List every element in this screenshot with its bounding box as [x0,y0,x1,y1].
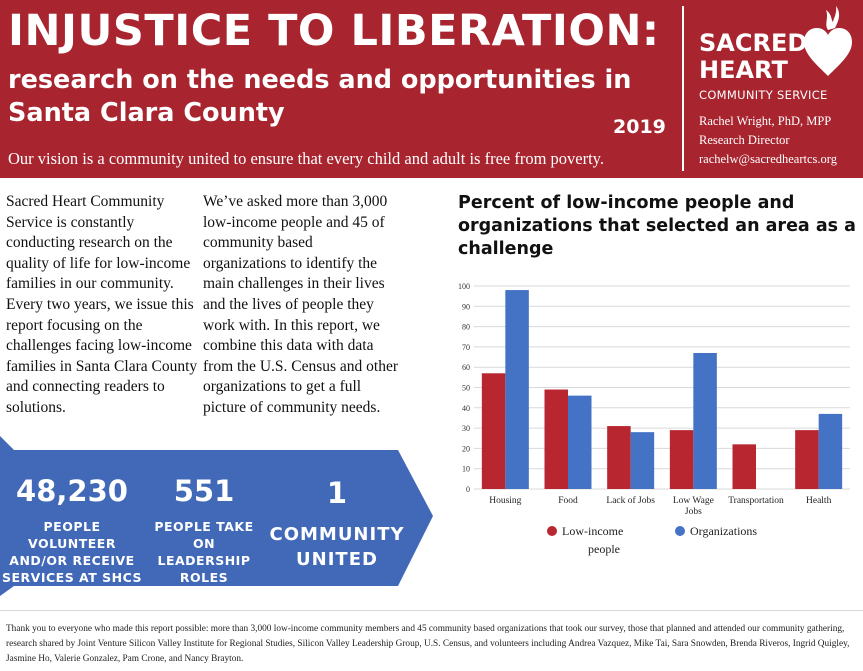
stat-number: 1 [326,476,348,510]
sacred-heart-logo-icon [804,6,852,76]
intro-column-2: We’ve asked more than 3,000 low-income p… [203,193,399,416]
bar-low-income-people [544,389,568,489]
report-year: 2019 [613,116,666,138]
challenge-bar-chart: 0 10 20 30 40 50 60 70 80 90 100 Housing Food Lack of… [458,282,850,556]
contact-email[interactable]: rachelw@sacredheartcs.org [699,152,837,166]
bar-low-income-people [669,430,694,489]
y-tick-label: 0 [466,485,470,494]
x-tick-label: Housing [489,496,521,506]
bar-low-income-people [795,430,819,489]
contact-block: Rachel Wright, PhD, MPP Research Directo… [699,112,837,169]
x-tick-label: Low Wage Jobs [673,496,714,517]
y-tick-label: 90 [462,302,470,311]
bar-organizations [693,352,717,489]
bar-organizations [505,290,529,489]
y-tick-label: 100 [458,282,470,291]
bar-organizations [630,432,655,489]
y-tick-label: 60 [462,363,470,372]
legend-swatch [547,526,557,536]
footer-divider [0,610,863,611]
stat-number: 551 [173,474,235,508]
intro-column-1: Sacred Heart Community Service is consta… [6,193,198,416]
bar-organizations [818,413,843,489]
bar-low-income-people [607,426,631,489]
legend-swatch [675,526,685,536]
legend-label: Organizations [690,524,757,538]
y-tick-label: 30 [462,424,470,433]
x-tick-label: Health [806,496,832,506]
bar-organizations [568,395,592,489]
report-subtitle: research on the needs and opportunities … [8,65,632,128]
acknowledgements: Thank you to everyone who made this repo… [6,624,850,664]
chart-title: Percent of low-income people and organiz… [458,193,856,259]
y-tick-label: 10 [462,465,470,474]
stat-community: 1 COMMUNITY UNITED [262,476,412,572]
y-tick-label: 80 [462,323,470,332]
stat-label: PEOPLE VOLUNTEER AND/OR RECEIVE SERVICES… [2,519,143,585]
bar-low-income-people [481,373,506,489]
y-tick-label: 20 [462,444,470,453]
bar-low-income-people [732,444,756,489]
stat-label: COMMUNITY UNITED [269,524,405,570]
stat-people-served: 48,230 PEOPLE VOLUNTEER AND/OR RECEIVE S… [2,474,142,586]
report-title: INJUSTICE TO LIBERATION: [8,6,660,56]
y-tick-label: 40 [462,404,470,413]
x-tick-label: Lack of Jobs [606,495,655,506]
legend-label: Low-income people [562,524,623,556]
contact-role: Research Director [699,133,790,147]
org-name: SACRED HEART [699,29,808,84]
stat-number: 48,230 [16,474,128,508]
x-tick-label: Food [558,496,578,506]
stat-leaders: 551 PEOPLE TAKE ON LEADERSHIP ROLES [149,474,259,586]
y-tick-label: 70 [462,343,470,352]
org-subtitle: COMMUNITY SERVICE [699,88,828,102]
x-tick-label: Transportation [728,496,784,506]
header-banner: INJUSTICE TO LIBERATION: research on the… [0,0,863,178]
vision-statement: Our vision is a community united to ensu… [8,149,604,168]
y-tick-label: 50 [462,384,470,393]
stat-label: PEOPLE TAKE ON LEADERSHIP ROLES [154,519,254,585]
banner-divider [682,6,684,171]
stats-arrow-banner [0,436,433,596]
contact-name: Rachel Wright, PhD, MPP [699,114,832,128]
